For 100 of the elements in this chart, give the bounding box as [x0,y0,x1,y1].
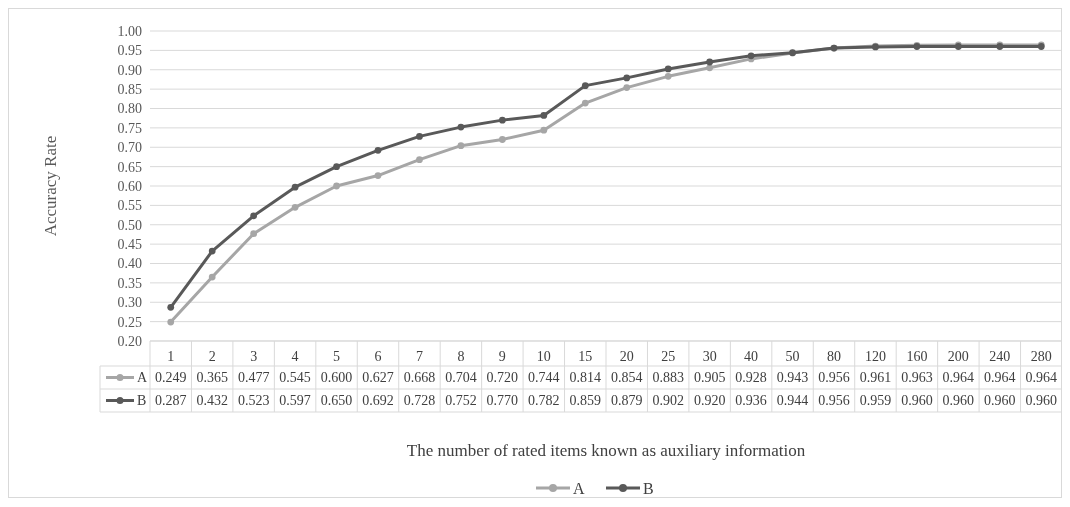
data-label: 0.814 [569,370,602,386]
x-tick-label: 120 [864,349,886,365]
y-tick-label: 0.40 [117,256,142,272]
y-tick-label: 0.25 [117,314,142,330]
data-label: 0.960 [942,393,975,409]
point [664,72,672,80]
x-tick-label: 40 [744,349,759,365]
point [167,303,175,311]
y-tick-label: 0.45 [117,237,142,253]
point [416,133,423,140]
data-label: 0.879 [610,393,643,409]
x-tick-label: 200 [947,349,969,365]
x-tick-label: 2 [208,349,216,365]
point [250,230,258,238]
data-label: 0.728 [403,393,436,409]
y-tick-label: 0.60 [117,178,142,194]
point [540,112,548,119]
y-tick-label: 0.90 [117,62,142,78]
data-label: 0.944 [776,393,809,409]
data-label: 0.650 [320,393,353,409]
data-label: 0.928 [735,370,767,386]
data-label: 0.720 [486,370,519,386]
point [250,212,258,220]
data-label: 0.752 [445,393,477,409]
x-tick-label: 30 [702,349,717,365]
text: B [643,479,654,497]
data-label: 0.249 [154,370,187,386]
x-tick-label: 7 [415,349,423,365]
data-label: 0.744 [528,370,560,386]
text: A [573,479,585,497]
data-label: 0.600 [320,370,353,386]
y-tick-label: 0.55 [117,198,142,214]
data-label: 0.961 [859,370,892,386]
point [706,58,714,66]
data-label: 0.287 [154,393,187,409]
data-label: 0.854 [610,370,643,386]
point [623,74,631,82]
x-tick-label: 8 [457,349,465,365]
data-label: 0.959 [859,393,892,409]
point [457,142,465,150]
data-label: 0.770 [486,393,519,409]
data-label: 0.964 [984,370,1016,386]
y-tick-label: 0.65 [117,159,142,175]
x-axis-title: The number of rated items known as auxiliary information [406,441,806,460]
data-label: 0.704 [445,370,477,386]
data-label: 0.920 [693,393,726,409]
point [706,64,714,72]
x-tick-label: 10 [536,349,551,365]
y-tick-label: 0.50 [117,217,142,233]
data-label: 0.668 [403,370,436,386]
point [416,156,423,164]
data-label: 0.782 [528,393,560,409]
point [167,318,175,326]
y-tick-label: 0.75 [117,120,142,136]
data-label: 0.956 [818,370,850,386]
data-label: 0.477 [237,370,270,386]
data-label: 0.964 [1025,370,1058,386]
data-label: 0.905 [693,370,726,386]
point [208,273,216,281]
data-label: 0.692 [362,393,394,409]
point [291,183,299,191]
x-tick-label: 240 [989,349,1011,365]
data-label: 0.943 [776,370,809,386]
data-label: 0.523 [237,393,270,409]
x-tick-label: 25 [661,349,676,365]
data-label: 0.365 [196,370,228,386]
y-tick-label: 0.70 [117,140,142,156]
data-label: 0.960 [984,393,1016,409]
y-tick-label: 0.85 [117,82,142,98]
point [374,146,382,154]
point [208,247,216,255]
data-label: 0.964 [942,370,975,386]
x-tick-label: 80 [827,349,841,365]
x-tick-label: 50 [785,349,800,365]
x-tick-label: 20 [619,349,634,365]
point [623,84,631,91]
point [457,123,465,131]
data-label: 0.432 [196,393,228,409]
data-label: 0.902 [652,393,684,409]
y-tick-label: 0.30 [117,295,142,311]
y-tick-label: 0.95 [117,43,142,59]
y-tick-label: 0.35 [117,275,142,291]
x-tick-label: 160 [906,349,928,365]
data-label: 0.960 [901,393,933,409]
data-label: 0.859 [569,393,602,409]
point [664,65,672,73]
point [498,136,506,143]
y-tick-label: 0.20 [117,333,142,349]
data-label: 0.963 [901,370,933,386]
point [581,82,589,90]
data-label: 0.960 [1025,393,1058,409]
x-tick-label: 3 [250,349,258,365]
point [374,172,382,179]
x-tick-label: 5 [333,349,341,365]
point [333,163,340,170]
x-tick-label: 15 [578,349,593,365]
x-tick-label: 6 [374,349,382,365]
x-tick-label: 4 [291,349,299,365]
x-tick-label: 280 [1030,349,1052,365]
x-tick-label: 1 [167,349,175,365]
